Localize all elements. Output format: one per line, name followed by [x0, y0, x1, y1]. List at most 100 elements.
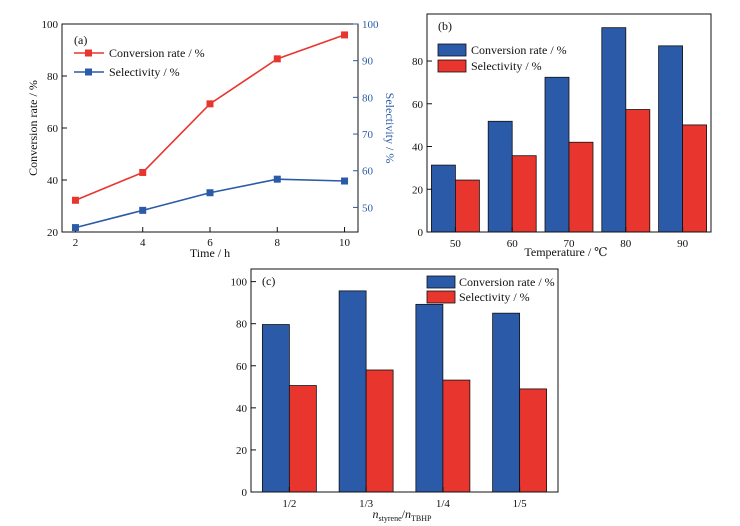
panel-a-y2-tick-label: 70 [362, 129, 374, 141]
svg-text:nstyrene/nTBHP: nstyrene/nTBHP [373, 507, 432, 523]
panel-b-legend-label-conversion: Conversion rate / % [471, 43, 567, 57]
panel-a-y-tick-label: 20 [47, 227, 59, 239]
panel-a-y-tick-label: 40 [47, 175, 59, 187]
panel-b-bar-selectivity [454, 179, 480, 233]
panel-c-bar-selectivity [288, 385, 317, 493]
panel-a-series-1-point [206, 189, 214, 197]
panel-a-x-tick-label: 4 [140, 237, 146, 249]
panel-c-plot-frame [250, 268, 559, 493]
panel-a-series-0-point [71, 196, 79, 204]
panel-a-legend-marker-selectivity [85, 68, 92, 76]
panel-a-y-tick-label: 100 [42, 19, 59, 31]
panel-a-y2-tick-label: 50 [362, 202, 374, 214]
panel-c-y-tick-label: 0 [242, 487, 248, 499]
panel-c-y-tick-label: 20 [236, 445, 248, 457]
panel-b-bar-selectivity [682, 124, 707, 233]
panel-c-x-tick-label: 1/2 [282, 498, 296, 510]
panel-a-series-1-point [71, 224, 79, 232]
panel-b-y-tick-label: 20 [412, 184, 424, 196]
panel-c-x-axis-title-sub2: TBHP [411, 514, 432, 523]
panel-b-bar-conversion [487, 120, 513, 233]
panel-b-legend: Conversion rate / % Selectivity / % [437, 43, 567, 73]
panel-a-y-tick-label: 60 [47, 123, 59, 135]
panel-b-y-tick-label: 80 [412, 56, 424, 68]
panel-a-series-0-point [273, 55, 281, 63]
panel-a-series-0-point [341, 31, 349, 39]
panel-a-y-tick-label: 80 [47, 71, 59, 83]
panel-a-series-1-point [273, 175, 281, 183]
panel-c-bar-conversion [415, 303, 444, 493]
panel-a-series-1-point [341, 177, 349, 185]
panel-c-legend-label-selectivity: Selectivity / % [459, 290, 530, 304]
panel-b-legend-swatch-selectivity [437, 59, 467, 73]
panel-a-label: (a) [74, 33, 87, 47]
panel-a-legend-marker-conversion [85, 49, 92, 57]
panel-c-y-tick-label: 80 [236, 319, 248, 331]
panel-b-x-tick-label: 80 [620, 238, 632, 250]
panel-c-x-axis-title-n1: n [373, 507, 379, 521]
panel-b-y-tick-label: 40 [412, 142, 424, 154]
panel-c-bar-selectivity [519, 388, 548, 493]
panel-b-bar-conversion [658, 45, 683, 233]
panel-b-bar-selectivity [511, 155, 537, 233]
panel-a-y2-tick-label: 100 [362, 19, 379, 31]
panel-b-bar-conversion [544, 76, 570, 233]
panel-b-x-tick-label: 60 [507, 238, 519, 250]
panel-c-y-tick-label: 60 [236, 361, 248, 373]
panel-c-x-tick-label: 1/3 [359, 498, 374, 510]
panel-b-bar-chart: 50 60 70 80 90 0 20 40 60 80 (b) Temperature / ℃… [412, 13, 712, 259]
panel-b-x-tick-label: 50 [450, 238, 462, 250]
panel-b-x-tick-label: 90 [677, 238, 689, 250]
panel-a-plot-frame [61, 23, 359, 233]
panel-c-x-axis-title: nstyrene/nTBHP [373, 507, 432, 523]
panel-a-y-axis-title: Conversion rate / % [26, 80, 40, 176]
panel-b-x-axis-title: Temperature / ℃ [524, 245, 607, 259]
panel-a-series-1-point [139, 206, 147, 214]
panel-c-x-tick-label: 1/4 [436, 498, 451, 510]
panel-c-legend-swatch-selectivity [426, 290, 456, 304]
panel-c-label: (c) [262, 274, 275, 288]
panel-c-bar-selectivity [365, 369, 394, 493]
panel-c-y-tick-label: 100 [231, 277, 248, 289]
panel-b-bar-conversion [601, 27, 627, 233]
panel-a-series-0-point [139, 168, 147, 176]
panel-b-bar-selectivity [625, 109, 651, 233]
panel-b-bar-conversion [430, 164, 456, 233]
panel-a-y2-axis-title: Selectivity / % [383, 93, 397, 164]
panel-a-y2-tick-label: 60 [362, 166, 374, 178]
panel-c-bar-conversion [492, 312, 521, 493]
panel-b-legend-label-selectivity: Selectivity / % [471, 59, 542, 73]
panel-c-x-axis-title-sub1: styrene [379, 514, 403, 523]
panel-a-y2-tick-label: 80 [362, 92, 374, 104]
panel-c-bar-selectivity [442, 379, 471, 493]
panel-a-y2-tick-label: 90 [362, 56, 374, 68]
panel-a-series-0-point [206, 100, 214, 108]
panel-c-legend: Conversion rate / % Selectivity / % [426, 275, 555, 304]
panel-b-label: (b) [438, 19, 452, 33]
panel-c-x-axis-title-slash: / [402, 507, 406, 521]
panel-b-y-tick-label: 60 [412, 99, 424, 111]
panel-a-legend: Conversion rate / % Selectivity / % [74, 46, 205, 79]
panel-b-bar-selectivity [568, 141, 594, 233]
panel-a-legend-label-selectivity: Selectivity / % [109, 65, 180, 79]
panel-a-x-tick-label: 6 [207, 237, 213, 249]
panel-c-bar-conversion [338, 290, 367, 493]
panel-b-legend-swatch-conversion [437, 43, 467, 57]
panel-c-y-tick-label: 40 [236, 403, 248, 415]
panel-a-series-line-1 [75, 178, 345, 229]
panel-a-legend-label-conversion: Conversion rate / % [109, 46, 205, 60]
panel-c-x-tick-label: 1/5 [513, 498, 528, 510]
panel-c-legend-label-conversion: Conversion rate / % [459, 275, 555, 289]
panel-c-legend-swatch-conversion [426, 275, 456, 289]
panel-a-line-chart: 2 4 6 8 10 20 40 60 80 100 50 60 70 80 90 100 (a) Tim… [26, 19, 397, 260]
panel-b-y-tick-label: 0 [418, 227, 424, 239]
panel-a-x-axis-title: Time / h [190, 246, 230, 260]
panel-c-x-axis-title-n2: n [405, 507, 411, 521]
panel-a-x-tick-label: 10 [339, 237, 351, 249]
panel-a-x-tick-label: 8 [275, 237, 281, 249]
panel-b-x-tick-label: 70 [564, 238, 576, 250]
panel-c-bar-conversion [261, 324, 290, 493]
panel-a-x-tick-label: 2 [73, 237, 79, 249]
